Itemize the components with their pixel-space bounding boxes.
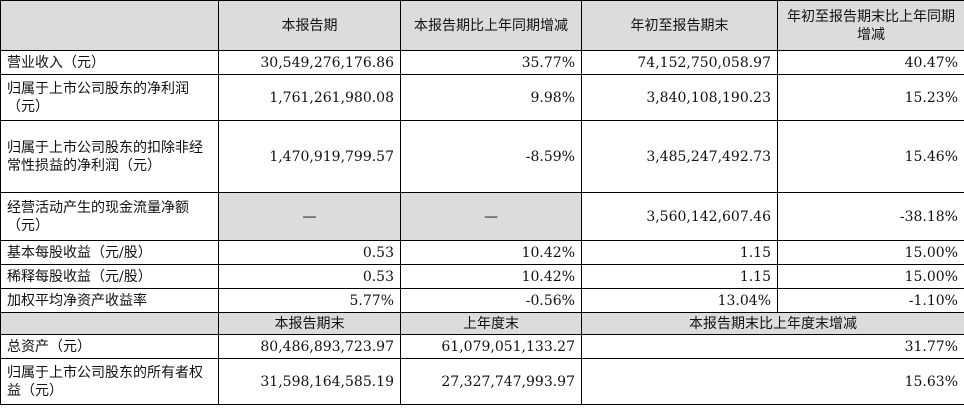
header-current-period-yoy: 本报告期比上年同期增减 [400,0,582,51]
cell-value: 15.00% [777,240,964,265]
cell-value: 1,761,261,980.08 [218,74,401,121]
table-row: 营业收入（元） 30,549,276,176.86 35.77% 74,152,… [0,50,964,75]
table-row: 稀释每股收益（元/股） 0.53 10.42% 1.15 15.00% [0,264,964,289]
table-row: 归属于上市公司股东的扣除非经常性损益的净利润（元） 1,470,919,799.… [0,120,964,193]
header-period-end: 本报告期末 [218,312,401,335]
cell-value: 30,549,276,176.86 [218,50,401,75]
cell-value: 15.63% [581,358,964,405]
cell-dash: — [218,192,401,241]
cell-value: 0.53 [218,264,401,289]
cell-value: 27,327,747,993.97 [400,358,582,405]
cell-value: 80,486,893,723.97 [218,334,401,359]
row-label: 加权平均净资产收益率 [0,288,219,313]
row-label: 基本每股收益（元/股） [0,240,219,265]
table-row: 经营活动产生的现金流量净额（元） — — 3,560,142,607.46 -3… [0,192,964,241]
table-row: 总资产（元） 80,486,893,723.97 61,079,051,133.… [0,334,964,359]
cell-value: 35.77% [400,50,582,75]
header-ytd: 年初至报告期末 [581,0,778,51]
row-label: 归属于上市公司股东的扣除非经常性损益的净利润（元） [0,120,219,193]
cell-value: 5.77% [218,288,401,313]
cell-value: 3,840,108,190.23 [581,74,778,121]
cell-value: 10.42% [400,264,582,289]
cell-value: 1.15 [581,264,778,289]
table-row: 加权平均净资产收益率 5.77% -0.56% 13.04% -1.10% [0,288,964,313]
cell-value: 15.00% [777,264,964,289]
cell-value: 40.47% [777,50,964,75]
cell-value: 0.53 [218,240,401,265]
cell-value: 15.46% [777,120,964,193]
cell-value: 31.77% [581,334,964,359]
cell-value: 15.23% [777,74,964,121]
cell-value: 1.15 [581,240,778,265]
table-row: 归属于上市公司股东的净利润（元） 1,761,261,980.08 9.98% … [0,74,964,121]
row-label: 营业收入（元） [0,50,219,75]
cell-value: 1,470,919,799.57 [218,120,401,193]
cell-value: 9.98% [400,74,582,121]
cell-value: 3,485,247,492.73 [581,120,778,193]
cell-value: 74,152,750,058.97 [581,50,778,75]
header-row-2: 本报告期末 上年度末 本报告期末比上年度末增减 [0,312,964,335]
row-label: 归属于上市公司股东的净利润（元） [0,74,219,121]
cell-value: -0.56% [400,288,582,313]
header-prior-year-end: 上年度末 [400,312,582,335]
header-ytd-yoy: 年初至报告期末比上年同期增减 [777,0,964,51]
cell-value: -1.10% [777,288,964,313]
cell-value: -38.18% [777,192,964,241]
header2-blank-cell [0,312,219,335]
row-label: 总资产（元） [0,334,219,359]
cell-value: 10.42% [400,240,582,265]
row-label: 稀释每股收益（元/股） [0,264,219,289]
financial-data-table: 本报告期 本报告期比上年同期增减 年初至报告期末 年初至报告期末比上年同期增减 … [0,0,964,405]
header-period-end-change: 本报告期末比上年度末增减 [581,312,964,335]
row-label: 经营活动产生的现金流量净额（元） [0,192,219,241]
cell-value: 61,079,051,133.27 [400,334,582,359]
header-blank-cell [0,0,219,51]
header-current-period: 本报告期 [218,0,401,51]
cell-value: -8.59% [400,120,582,193]
table-row: 归属于上市公司股东的所有者权益（元） 31,598,164,585.19 27,… [0,358,964,405]
header-row: 本报告期 本报告期比上年同期增减 年初至报告期末 年初至报告期末比上年同期增减 [0,0,964,51]
cell-value: 13.04% [581,288,778,313]
cell-dash: — [400,192,582,241]
cell-value: 3,560,142,607.46 [581,192,778,241]
table-row: 基本每股收益（元/股） 0.53 10.42% 1.15 15.00% [0,240,964,265]
row-label: 归属于上市公司股东的所有者权益（元） [0,358,219,405]
cell-value: 31,598,164,585.19 [218,358,401,405]
